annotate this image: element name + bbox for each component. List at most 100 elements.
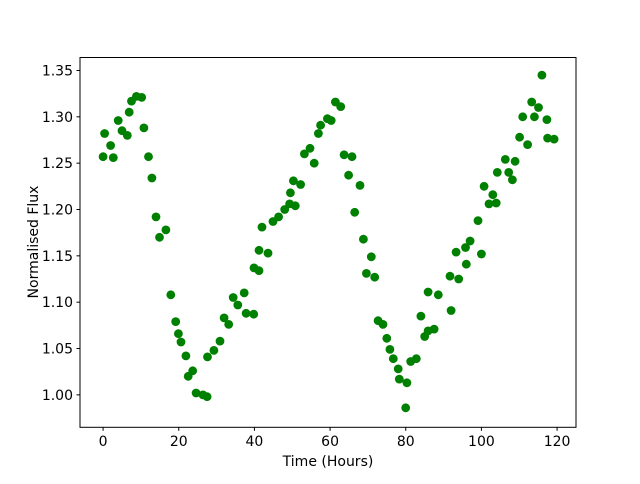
data-point [144,152,153,162]
data-point [289,176,298,186]
data-point [510,156,520,166]
data-point [257,222,267,232]
data-point [492,168,502,177]
data-point [508,175,517,185]
data-point [537,70,547,80]
data-points [98,70,559,413]
data-point [316,120,325,130]
data-point [202,392,212,402]
data-point [339,150,349,160]
y-tick-label: 1.30 [42,110,73,126]
x-tick-label: 120 [544,434,571,450]
data-point [286,188,295,198]
data-point [350,207,360,217]
data-point [433,290,443,300]
data-point [543,133,552,143]
data-point [233,300,243,310]
y-tick-label: 1.10 [42,295,73,311]
data-point [393,364,403,374]
data-point [465,236,475,246]
data-point [484,199,494,209]
y-tick-label: 1.25 [42,156,73,172]
data-point [336,102,346,111]
data-point [479,181,489,191]
data-point [139,123,149,133]
data-point [98,152,108,162]
data-point [100,129,109,138]
data-point [274,212,283,222]
data-point [239,288,249,298]
data-point [113,116,123,125]
y-tick-label: 1.15 [42,249,73,265]
data-point [477,249,486,259]
x-tick-label: 60 [321,434,339,450]
data-point [174,329,183,339]
data-point [181,351,191,361]
data-point [446,306,456,315]
data-point [166,290,176,300]
data-point [500,155,510,164]
data-point [388,354,398,364]
data-point [523,140,532,150]
data-point [445,271,455,281]
data-point [473,216,483,226]
data-point [401,403,411,413]
data-point [423,287,433,297]
data-point [171,317,181,326]
y-axis: 1.00 1.05 1.10 1.15 1.20 1.25 1.30 1.35 [42,63,80,404]
data-point [451,247,461,257]
data-point [534,103,543,112]
data-point [429,324,439,334]
data-point [122,131,132,140]
data-point [147,173,157,183]
data-point [124,107,134,117]
data-point [106,141,115,150]
x-tick-label: 0 [99,434,108,450]
data-point [300,149,309,159]
data-point [378,320,388,329]
data-point [191,388,201,398]
data-point [504,168,514,177]
data-point [518,112,528,122]
y-tick-label: 1.35 [42,63,73,79]
data-point [491,198,501,208]
y-tick-label: 1.00 [42,388,73,404]
data-point [366,252,376,262]
x-tick-label: 20 [170,434,188,450]
data-point [263,248,273,258]
x-axis-label: Time (Hours) [282,454,374,470]
data-point [305,143,315,153]
data-point [362,269,371,278]
data-point [370,272,380,282]
data-point [530,112,539,122]
data-point [290,201,300,211]
data-point [347,152,357,162]
data-point [549,134,559,144]
data-point [254,245,264,255]
x-tick-label: 80 [397,434,415,450]
x-tick-label: 40 [245,434,263,450]
x-axis: 0 20 40 60 80 100 120 [99,427,571,450]
data-point [344,170,353,180]
data-point [359,234,368,244]
data-point [314,129,323,138]
data-point [209,346,219,355]
data-point [394,374,404,384]
plot-border [79,57,577,428]
plot-area [79,57,577,428]
data-point [254,266,264,276]
data-point [241,308,251,318]
data-point [542,115,552,124]
data-point [382,333,392,343]
data-point [155,232,164,242]
data-point [454,274,464,284]
data-point [137,93,147,102]
data-point [527,97,537,107]
y-tick-label: 1.20 [42,202,73,218]
y-tick-label: 1.05 [42,342,73,358]
data-point [176,337,186,347]
data-point [309,158,319,168]
data-point [188,366,198,376]
